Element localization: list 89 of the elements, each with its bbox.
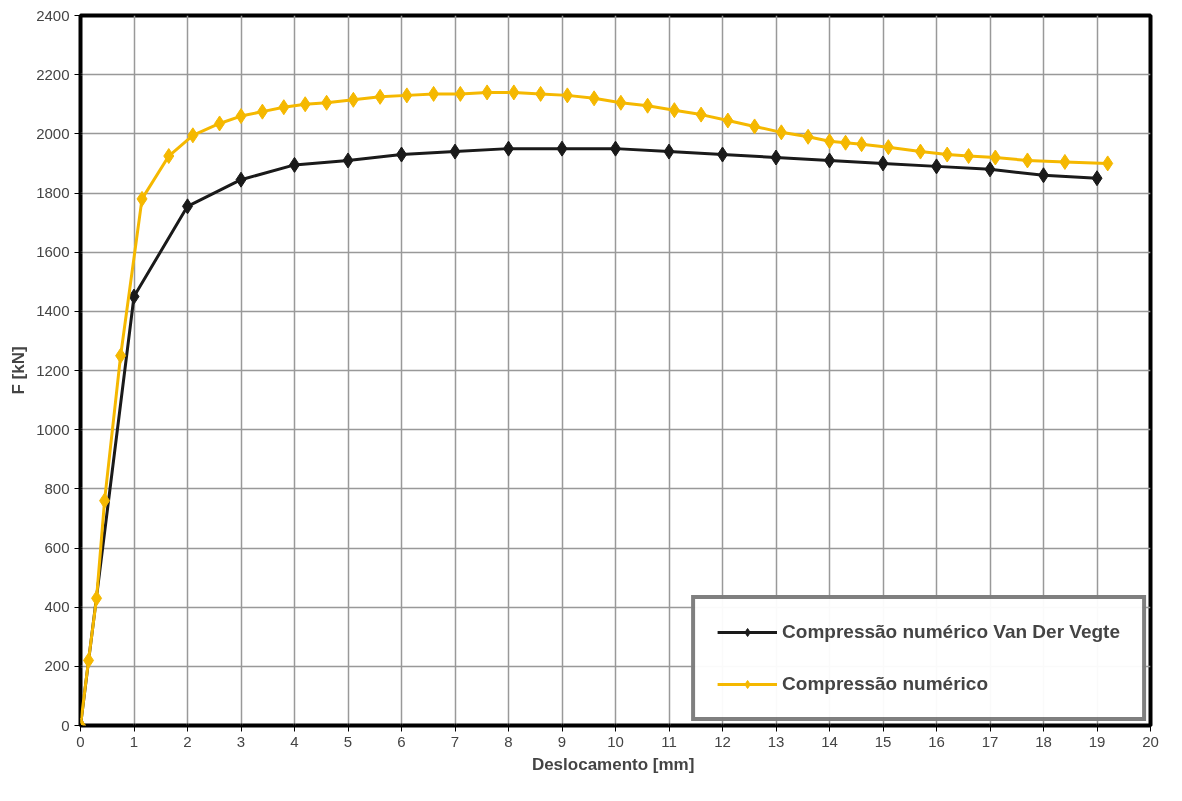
point [663,143,675,160]
point [256,103,268,120]
point [1059,153,1071,170]
x-tick-label: 11 [661,732,677,750]
y-tick-label: 2400 [36,6,70,24]
point [508,84,520,101]
point [1091,170,1103,187]
point [802,128,814,145]
legend-label: Compressão numérico Van Der Vegte [782,621,1120,643]
point [989,149,1001,166]
point [454,85,466,102]
point [214,115,226,132]
point [428,85,440,102]
point [342,152,354,169]
point [347,91,359,108]
point [115,347,127,364]
point [235,108,247,125]
point [299,96,311,113]
point [163,148,175,165]
point [877,155,889,172]
x-tick-label: 12 [714,732,731,750]
point [615,94,627,111]
x-tick-label: 4 [290,732,299,750]
x-tick-label: 8 [504,732,513,750]
x-tick-label: 19 [1088,732,1106,750]
x-tick-label: 5 [343,732,353,750]
point [278,99,290,116]
y-tick-label: 0 [61,716,70,734]
x-tick-label: 7 [450,732,460,750]
x-tick-label: 6 [397,732,406,750]
x-tick-label: 2 [183,732,192,750]
point [83,652,95,669]
y-tick-label: 1800 [36,184,70,201]
y-tick-label: 1600 [36,243,70,261]
y-tick-label: 1400 [36,302,70,320]
point [91,590,103,607]
x-tick-label: 15 [874,732,892,750]
point [941,146,953,163]
point [374,88,386,105]
y-tick-label: 800 [44,479,70,497]
point [561,87,573,104]
point [481,84,493,101]
point [449,143,461,160]
point [749,118,761,135]
x-tick-label: 14 [821,732,838,750]
point [235,171,247,188]
point [1021,152,1033,169]
point [642,97,654,114]
point [914,143,926,160]
y-tick-label: 2200 [36,65,70,83]
point [722,112,734,129]
x-tick-label: 17 [981,732,999,750]
x-tick-label: 9 [557,732,567,750]
point [401,87,413,104]
point [128,288,140,305]
x-tick-label: 10 [607,732,624,750]
point [321,94,333,111]
y-axis-title: F [kN] [9,346,29,395]
point [775,124,787,141]
point [770,149,782,166]
x-tick-label: 20 [1142,732,1159,750]
point [963,148,975,165]
x-tick-label: 1 [129,732,139,750]
y-tick-label: 2000 [36,124,70,142]
y-tick-label: 400 [44,598,70,616]
point [556,140,568,157]
point [136,190,148,207]
point [668,102,680,119]
y-tick-label: 200 [44,657,70,675]
point [984,161,996,178]
x-tick-label: 18 [1035,732,1052,750]
y-tick-label: 1200 [36,361,70,379]
x-tick-label: 16 [928,732,945,750]
point [1102,155,1114,172]
point [856,136,868,153]
legend-label: Compressão numérico [782,673,988,695]
x-tick-label: 3 [236,732,246,750]
point [840,134,852,151]
x-tick-label: 0 [76,732,85,750]
point [187,127,199,144]
x-axis-title: Deslocamento [mm] [531,754,695,774]
point [588,90,600,107]
y-tick-label: 600 [44,539,70,556]
point [882,139,894,156]
point [695,106,707,123]
point [535,85,547,102]
y-tick-label: 1000 [36,420,70,438]
point [99,492,111,509]
x-tick-label: 13 [767,732,785,750]
